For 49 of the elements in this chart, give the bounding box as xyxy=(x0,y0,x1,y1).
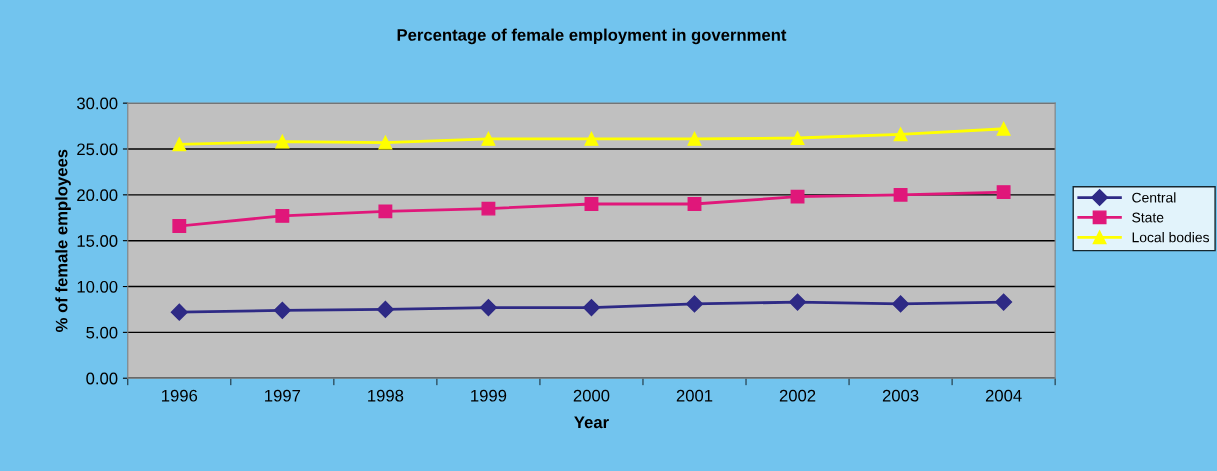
y-tick-label: 0.00 xyxy=(86,372,118,385)
x-tick-label: 2001 xyxy=(676,389,713,402)
point xyxy=(481,131,496,146)
y-tick-label: 5.00 xyxy=(86,326,118,339)
x-axis-title: Year xyxy=(574,416,609,429)
point xyxy=(996,185,1011,200)
x-tick-label: 2002 xyxy=(779,389,816,402)
x-tick-label: 1998 xyxy=(368,389,404,402)
x-tick-label: 1997 xyxy=(265,389,301,402)
point xyxy=(172,219,187,233)
point xyxy=(170,303,188,321)
point xyxy=(892,295,910,313)
point xyxy=(788,293,807,311)
x-tick-label: 1996 xyxy=(162,389,198,402)
point xyxy=(584,131,599,146)
y-tick-label: 20.00 xyxy=(77,189,118,202)
y-tick-label: 25.00 xyxy=(77,143,118,156)
point xyxy=(275,208,290,223)
point xyxy=(582,299,601,317)
point xyxy=(378,204,393,219)
point xyxy=(995,293,1013,311)
y-tick-label: 15.00 xyxy=(77,235,118,247)
y-tick-label: 30.00 xyxy=(77,97,118,110)
legend-label: State xyxy=(1132,212,1164,223)
point xyxy=(996,121,1011,136)
point xyxy=(481,201,496,216)
x-tick-label: 2004 xyxy=(985,389,1022,402)
x-tick-label: 2000 xyxy=(573,389,610,402)
point xyxy=(479,299,497,317)
y-tick-label: 10.00 xyxy=(77,280,118,293)
chart-title: Percentage of female employment in government xyxy=(397,28,787,45)
point xyxy=(584,197,599,211)
point xyxy=(275,134,290,149)
point xyxy=(376,300,394,318)
legend-label: Central xyxy=(1132,192,1176,203)
point xyxy=(893,127,908,142)
x-tick-label: 1999 xyxy=(471,389,507,402)
point xyxy=(172,137,187,152)
x-tick-label: 2003 xyxy=(882,389,919,402)
point xyxy=(790,131,805,145)
point xyxy=(893,187,908,202)
point xyxy=(687,197,702,211)
y-axis-title: % of female employees xyxy=(55,149,71,332)
point xyxy=(378,135,393,150)
legend-label: Local bodies xyxy=(1132,232,1210,243)
point xyxy=(687,131,702,146)
point xyxy=(273,301,291,319)
point xyxy=(790,189,805,204)
point xyxy=(685,295,704,313)
